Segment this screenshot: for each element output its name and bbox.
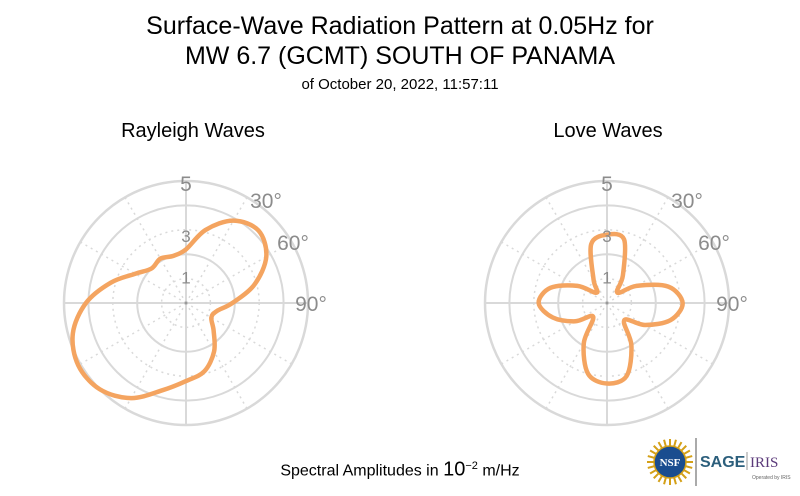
nsf-ray (647, 465, 655, 469)
love-grid-spoke (545, 302, 608, 410)
nsf-logo-text: NSF (660, 457, 681, 469)
nsf-ray (680, 445, 687, 452)
nsf-ray (683, 469, 691, 475)
rayleigh-grid-spoke (185, 241, 293, 304)
footer-units: Spectral Amplitudes in 10−2 m/Hz (0, 455, 800, 482)
love-radiation-curve (536, 231, 685, 386)
rayleigh-angle-tick: 30° (250, 190, 282, 213)
rayleigh-angle-tick: 90° (295, 293, 327, 316)
nsf-ray (663, 477, 667, 485)
nsf-ray (657, 475, 663, 483)
nsf-ray (685, 465, 693, 469)
love-grid-spoke (606, 196, 669, 304)
nsf-ray (685, 455, 693, 459)
love-radial-tick: 1 (602, 269, 611, 288)
nsf-ray (663, 439, 667, 447)
nsf-ray (683, 449, 691, 455)
rayleigh-grid-spoke (185, 196, 248, 304)
love-polar-plot: 1 3 5 30° 60° 90° (483, 173, 748, 427)
rayleigh-grid-spoke (185, 302, 293, 365)
love-angle-tick: 90° (716, 293, 748, 316)
footer-base: 10 (443, 458, 466, 481)
nsf-ray (647, 455, 655, 459)
rayleigh-panel-title: Rayleigh Waves (121, 120, 265, 142)
sage-logo-text: SAGE (700, 454, 746, 471)
nsf-ray (677, 441, 683, 449)
rayleigh-grid-spoke (185, 302, 248, 410)
love-grid-spoke (606, 241, 714, 304)
nsf-ray (657, 441, 663, 449)
rayleigh-polar-plot: 1 3 5 30° 60° 90° (62, 173, 327, 427)
love-radial-tick: 3 (602, 227, 611, 246)
rayleigh-grid-spoke (124, 302, 187, 410)
rayleigh-radial-tick: 3 (181, 227, 190, 246)
love-angle-tick: 60° (698, 232, 730, 255)
love-angle-tick: 30° (671, 190, 703, 213)
operated-by-text: Operated by IRIS (752, 475, 791, 481)
chart-title-line1: Surface-Wave Radiation Pattern at 0.05Hz… (146, 12, 654, 40)
nsf-logo: NSF (647, 439, 693, 485)
love-center-point (605, 301, 609, 305)
rayleigh-radial-tick: 5 (180, 173, 192, 196)
rayleigh-center-point (184, 301, 188, 305)
love-grid-spoke (606, 302, 669, 410)
rayleigh-grid-spoke (124, 196, 187, 304)
nsf-ray (677, 475, 683, 483)
love-grid-spoke (545, 196, 608, 304)
nsf-ray (649, 469, 657, 475)
nsf-ray (673, 477, 677, 485)
chart-title-line2: MW 6.7 (GCMT) SOUTH OF PANAMA (184, 42, 616, 70)
love-panel-title: Love Waves (553, 120, 663, 142)
nsf-ray (673, 439, 677, 447)
love-radial-tick: 5 (601, 173, 613, 196)
love-grid-spoke (500, 302, 608, 365)
rayleigh-grid-spoke (79, 302, 187, 365)
footer-suffix: m/Hz (477, 462, 520, 480)
footer-exponent: −2 (465, 460, 478, 472)
nsf-ray (680, 472, 687, 479)
chart-subtitle: of October 20, 2022, 11:57:11 (301, 76, 499, 93)
iris-logo-text: IRIS (750, 455, 778, 471)
nsf-ray (649, 449, 657, 455)
rayleigh-radiation-curve (70, 218, 269, 401)
nsf-ray (653, 472, 660, 479)
sage-iris-logo: SAGE IRIS Operated by IRIS (700, 452, 791, 481)
rayleigh-radial-tick: 1 (181, 269, 190, 288)
logos: NSF SAGE IRIS Operated by IRIS (647, 438, 791, 486)
nsf-ray (653, 445, 660, 452)
love-grid-spoke (500, 241, 608, 304)
footer-prefix: Spectral Amplitudes in (280, 462, 444, 480)
love-grid-spoke (606, 302, 714, 365)
rayleigh-angle-tick: 60° (277, 232, 309, 255)
